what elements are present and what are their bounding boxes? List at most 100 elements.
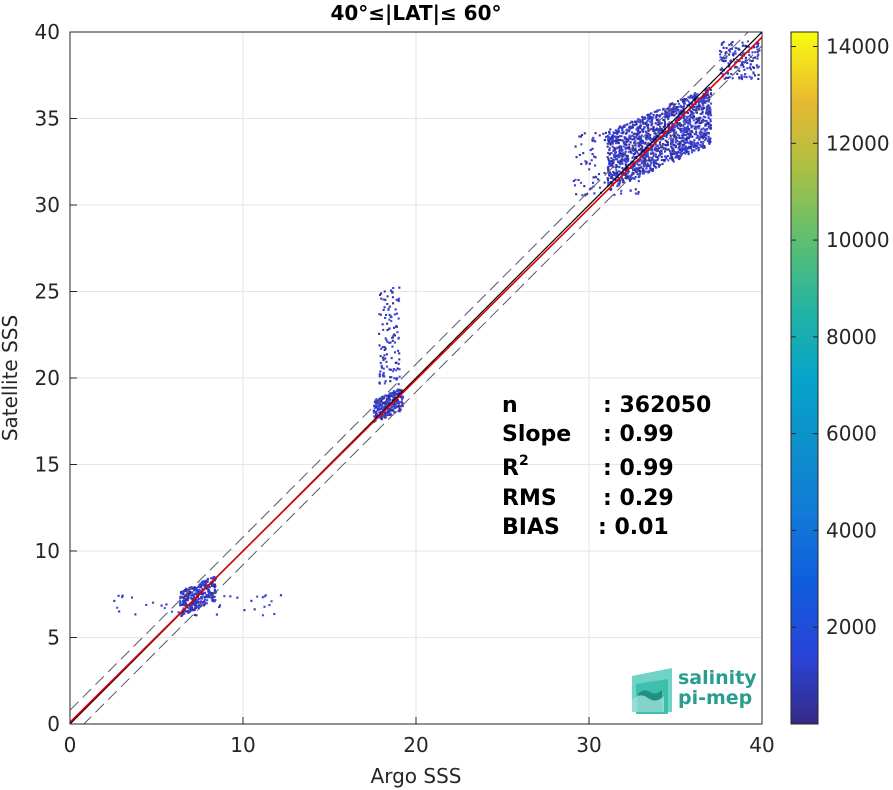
density-cell bbox=[736, 66, 739, 69]
density-cell bbox=[611, 182, 614, 185]
density-cell bbox=[649, 163, 652, 166]
density-cell bbox=[648, 115, 651, 118]
density-cell bbox=[380, 407, 384, 411]
density-cell bbox=[622, 140, 625, 143]
density-cell bbox=[613, 135, 616, 138]
density-cell bbox=[680, 147, 683, 150]
density-cell bbox=[179, 592, 183, 595]
density-cell bbox=[189, 607, 192, 610]
density-cell bbox=[121, 595, 124, 599]
density-cell bbox=[187, 597, 190, 600]
density-cell bbox=[741, 60, 744, 64]
density-cell bbox=[639, 121, 642, 124]
density-cell bbox=[618, 147, 621, 150]
density-cell bbox=[678, 146, 681, 149]
density-cell bbox=[631, 173, 634, 176]
density-cell bbox=[629, 121, 632, 125]
density-cell bbox=[612, 162, 615, 165]
density-cell bbox=[382, 367, 385, 370]
density-cell bbox=[689, 132, 692, 135]
density-cell bbox=[669, 130, 672, 133]
density-cell bbox=[207, 590, 210, 593]
density-cell bbox=[691, 144, 694, 147]
density-cell bbox=[681, 136, 685, 139]
density-cell bbox=[580, 143, 583, 146]
density-cell bbox=[641, 145, 644, 148]
density-cell bbox=[594, 132, 597, 135]
density-cell bbox=[757, 77, 760, 81]
density-cell bbox=[639, 169, 642, 173]
density-cell bbox=[670, 146, 674, 149]
density-cell bbox=[758, 49, 761, 52]
density-cell bbox=[654, 143, 657, 146]
density-cell bbox=[617, 129, 620, 133]
density-cell bbox=[624, 136, 627, 139]
density-cell bbox=[697, 146, 700, 149]
density-cell bbox=[686, 147, 689, 150]
density-cell bbox=[708, 86, 711, 89]
density-cell bbox=[658, 164, 662, 167]
density-cell bbox=[621, 139, 624, 142]
density-cell bbox=[661, 146, 664, 149]
density-cell bbox=[680, 131, 683, 134]
density-cell bbox=[639, 163, 642, 166]
density-cell bbox=[660, 155, 663, 159]
density-cell bbox=[635, 123, 638, 126]
density-cell bbox=[619, 160, 622, 163]
density-cell bbox=[184, 602, 188, 605]
density-cell bbox=[672, 160, 675, 163]
density-cell bbox=[683, 115, 686, 118]
density-cell bbox=[688, 135, 691, 138]
density-cell bbox=[655, 118, 658, 122]
density-cell bbox=[591, 153, 594, 156]
density-cell bbox=[736, 72, 739, 75]
density-cell bbox=[380, 415, 383, 418]
density-cell bbox=[378, 411, 381, 414]
density-cell bbox=[621, 155, 624, 158]
density-cell bbox=[757, 53, 760, 56]
density-cell bbox=[730, 44, 733, 47]
density-cell bbox=[660, 159, 663, 162]
density-cell bbox=[645, 154, 648, 157]
density-cell bbox=[628, 127, 631, 131]
stat-n-label: n bbox=[502, 393, 518, 418]
density-cell bbox=[690, 143, 693, 146]
density-cell bbox=[670, 155, 673, 158]
density-cell bbox=[622, 130, 625, 133]
density-cell bbox=[575, 193, 578, 196]
density-cell bbox=[382, 328, 385, 331]
density-cell bbox=[691, 131, 694, 134]
density-cell bbox=[635, 121, 638, 124]
density-cell bbox=[673, 134, 676, 137]
density-cell bbox=[213, 591, 216, 594]
density-cell bbox=[710, 114, 713, 117]
density-cell bbox=[633, 164, 636, 167]
density-cell bbox=[682, 105, 686, 108]
density-cell bbox=[694, 122, 697, 125]
density-cell bbox=[638, 136, 641, 139]
density-cell bbox=[387, 307, 390, 310]
density-cell bbox=[594, 164, 597, 167]
density-cell bbox=[626, 167, 630, 170]
density-cell bbox=[202, 593, 205, 596]
density-cell bbox=[689, 131, 692, 134]
density-cell bbox=[679, 98, 682, 101]
density-cell bbox=[614, 142, 618, 145]
density-cell bbox=[665, 135, 668, 139]
density-cell bbox=[610, 174, 613, 177]
density-cell bbox=[391, 345, 394, 348]
density-cell bbox=[697, 117, 700, 120]
density-cell bbox=[590, 159, 593, 162]
density-cell bbox=[655, 162, 658, 165]
density-cell bbox=[666, 154, 669, 158]
density-cell bbox=[654, 148, 657, 151]
logo-line1: salinity bbox=[678, 667, 757, 689]
density-cell bbox=[667, 107, 670, 110]
density-cell bbox=[177, 611, 180, 614]
density-cell bbox=[640, 134, 644, 137]
density-cell bbox=[279, 594, 282, 597]
density-cell bbox=[187, 611, 190, 614]
density-cell bbox=[396, 367, 399, 370]
density-cell bbox=[707, 112, 710, 115]
density-cell bbox=[675, 106, 679, 109]
